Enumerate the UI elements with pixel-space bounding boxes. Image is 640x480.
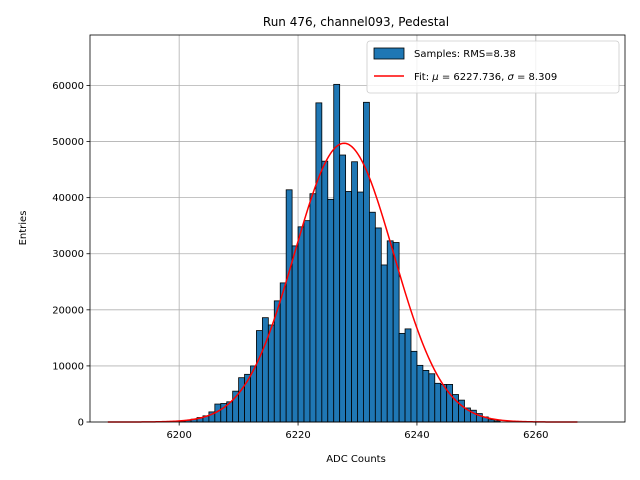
fit-curve xyxy=(107,142,578,423)
legend-fit-prefix: Fit: xyxy=(414,72,432,83)
x-tick-label: 6240 xyxy=(404,430,429,441)
histogram-bar xyxy=(285,189,293,423)
x-axis-label: ADC Counts xyxy=(326,454,386,465)
histogram-bar xyxy=(327,198,335,423)
histogram-bar xyxy=(416,364,424,423)
histogram-bar xyxy=(297,226,305,423)
x-tick-label: 6260 xyxy=(523,430,548,441)
y-tick-label: 10000 xyxy=(52,361,84,372)
histogram-bar xyxy=(357,191,364,423)
histogram-bar xyxy=(267,324,275,423)
y-axis-label: Entries xyxy=(18,211,29,246)
y-tick-label: 50000 xyxy=(52,137,84,148)
histogram-bar xyxy=(386,240,394,423)
histogram-bar xyxy=(434,382,442,423)
histogram-bar xyxy=(351,161,358,423)
legend: Samples: RMS=8.38 Fit: μ = 6227.736, σ =… xyxy=(366,40,620,94)
histogram-bar xyxy=(380,264,388,423)
legend-hist-label: Samples: RMS=8.38 xyxy=(414,49,516,60)
histogram-bars xyxy=(178,83,501,423)
histogram-bar xyxy=(428,373,436,423)
legend-box xyxy=(366,40,620,94)
legend-fit-mu: = 6227.736, xyxy=(439,72,508,83)
histogram-bar xyxy=(315,102,323,423)
histogram-bar xyxy=(410,350,418,423)
y-tick-label: 30000 xyxy=(52,249,84,260)
legend-fit-label: Fit: μ = 6227.736, σ = 8.309 xyxy=(414,72,557,83)
y-tick-label: 20000 xyxy=(52,305,84,316)
legend-mu-symbol: μ xyxy=(431,72,438,83)
legend-sigma-symbol: σ xyxy=(507,72,514,83)
histogram-bar xyxy=(291,245,299,423)
x-tick-label: 6220 xyxy=(285,430,310,441)
histogram-bar xyxy=(256,330,263,423)
y-tick-label: 60000 xyxy=(52,81,84,92)
legend-fit-sigma: = 8.309 xyxy=(514,72,557,83)
histogram-bar xyxy=(398,332,406,423)
x-tick-label: 6200 xyxy=(166,430,191,441)
histogram-bar xyxy=(279,282,287,423)
histogram-bar xyxy=(309,193,317,423)
legend-hist-swatch xyxy=(373,47,405,60)
y-axis-ticks: 0 10000 20000 30000 40000 50000 60000 xyxy=(52,81,90,429)
y-tick-label: 0 xyxy=(78,418,84,429)
chart-title: Run 476, channel093, Pedestal xyxy=(263,15,449,29)
y-tick-label: 40000 xyxy=(52,193,84,204)
histogram-bar xyxy=(261,317,269,423)
histogram-bar xyxy=(345,191,352,423)
histogram-bar xyxy=(321,160,329,423)
histogram-bar xyxy=(333,83,341,423)
histogram-bar xyxy=(404,328,412,423)
histogram-bar xyxy=(339,154,347,423)
histogram-bar xyxy=(232,390,240,423)
plot-frame xyxy=(89,34,626,423)
x-axis-ticks: 6200 6220 6240 6260 xyxy=(166,422,549,441)
histogram-bar xyxy=(238,377,245,423)
histogram-bar xyxy=(368,211,376,423)
histogram-bar xyxy=(374,227,382,423)
histogram-bar xyxy=(273,300,281,423)
histogram-bar xyxy=(303,220,311,423)
histogram-bar xyxy=(363,101,370,423)
histogram-bar xyxy=(440,384,448,423)
histogram-bar xyxy=(422,369,430,423)
